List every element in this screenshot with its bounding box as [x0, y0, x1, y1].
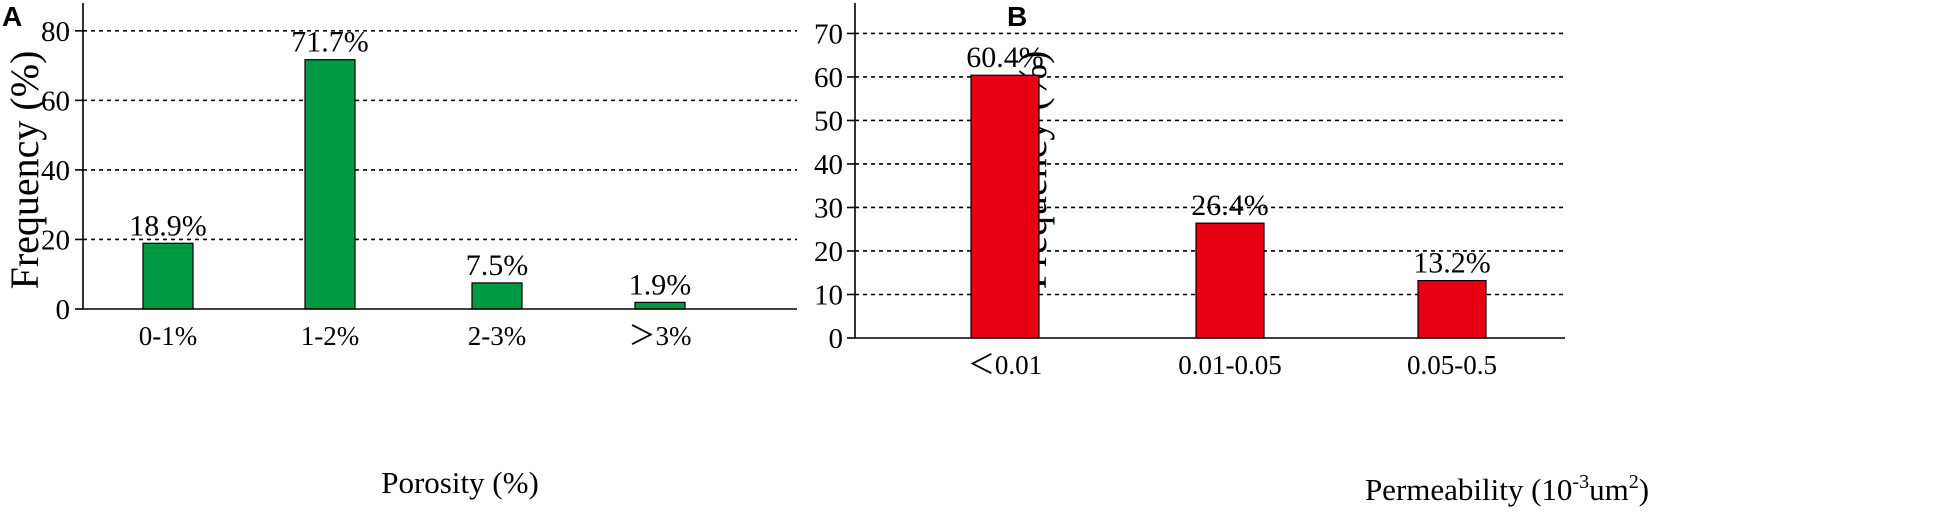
- data-label: 13.2%: [1413, 247, 1491, 280]
- x-axis-title-b-unit: um: [1589, 472, 1629, 507]
- x-category-label: 0-1%: [139, 321, 197, 351]
- data-label: 18.9%: [129, 209, 207, 242]
- bar: [142, 242, 194, 310]
- x-axis-title-b-sup2: 2: [1629, 471, 1639, 493]
- data-label: 26.4%: [1191, 189, 1269, 222]
- bar: [471, 282, 523, 310]
- chart-panel-a: A Frequency (%) Porosity (%) 0 20 40 60 80 0…: [2, 1, 797, 500]
- bar: [1195, 222, 1265, 339]
- y-tick-label: 50: [814, 105, 843, 137]
- chart-panel-b: B Frequency (%) Permeability (10-3um2) 0…: [814, 1, 1649, 507]
- y-tick-label: 0: [829, 323, 844, 355]
- data-label: 7.5%: [466, 249, 529, 282]
- y-tick-label: 70: [814, 18, 843, 50]
- y-tick-label: 80: [41, 16, 70, 48]
- bar: [1417, 279, 1487, 339]
- data-label: 71.7%: [291, 26, 369, 59]
- y-tick-label: 40: [41, 155, 70, 187]
- x-category-label: 1-2%: [301, 321, 359, 351]
- y-axis-title-a: Frequency (%): [2, 51, 47, 290]
- x-categories-b: ＜0.01 0.01-0.05 0.05-0.5: [968, 350, 1497, 380]
- y-tick-label: 20: [814, 236, 843, 268]
- x-category-label: ＞3%: [629, 321, 692, 351]
- bars-b: [970, 74, 1487, 339]
- x-category-label: ＜0.01: [968, 350, 1042, 380]
- x-category-label: 0.01-0.05: [1178, 350, 1282, 380]
- x-axis-title-b-main: Permeability (10: [1365, 472, 1572, 507]
- bar: [970, 74, 1040, 339]
- grid-a: [83, 30, 797, 241]
- x-category-label: 2-3%: [468, 321, 526, 351]
- bar: [304, 59, 356, 310]
- bar: [634, 301, 686, 310]
- y-tick-label: 20: [41, 224, 70, 256]
- y-tick-label: 0: [56, 294, 71, 326]
- y-ticks-b: 0 10 20 30 40 50 60 70: [814, 18, 855, 355]
- y-tick-label: 40: [814, 149, 843, 181]
- x-categories-a: 0-1% 1-2% 2-3% ＞3%: [139, 321, 692, 351]
- x-axis-title-b-end: ): [1639, 472, 1649, 507]
- y-tick-label: 60: [814, 62, 843, 94]
- y-tick-label: 30: [814, 192, 843, 224]
- x-axis-title-b: Permeability (10-3um2): [1365, 471, 1649, 507]
- data-labels-a: 18.9% 71.7% 7.5% 1.9%: [129, 26, 691, 302]
- y-ticks-a: 0 20 40 60 80: [41, 16, 83, 326]
- x-axis-title-b-sup: -3: [1572, 471, 1589, 493]
- panel-label-b: B: [1007, 1, 1027, 32]
- y-tick-label: 60: [41, 85, 70, 117]
- bars-a: [142, 59, 686, 310]
- data-labels-b: 60.4% 26.4% 13.2%: [966, 41, 1491, 279]
- x-category-label: 0.05-0.5: [1407, 350, 1497, 380]
- y-tick-label: 10: [814, 279, 843, 311]
- panel-label-a: A: [2, 1, 22, 32]
- axes-a: [82, 3, 797, 310]
- data-label: 1.9%: [629, 268, 692, 301]
- axes-b: [854, 3, 1565, 339]
- x-axis-title-a: Porosity (%): [381, 465, 539, 500]
- data-label: 60.4%: [966, 41, 1044, 74]
